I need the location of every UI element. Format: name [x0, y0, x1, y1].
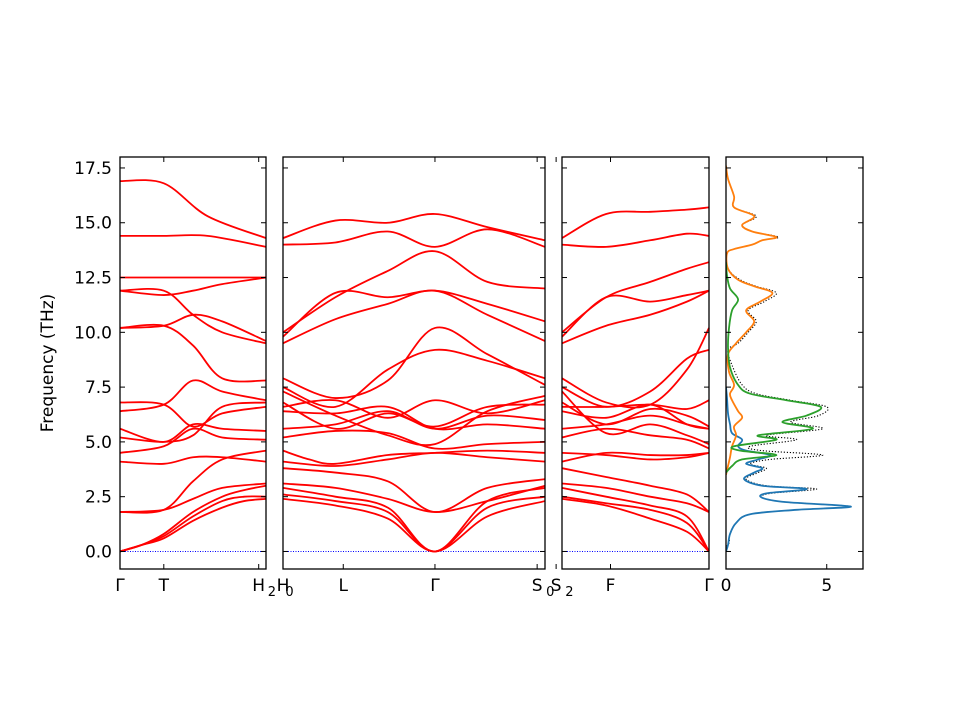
phonon-band-line [119, 482, 267, 513]
phonon-band-line [561, 327, 710, 409]
phonon-band-line [282, 228, 546, 248]
x-tick-label: H [277, 576, 290, 596]
phonon-band-line [561, 414, 710, 430]
phonon-band-line [119, 323, 267, 383]
phonon-band-line [119, 455, 267, 465]
phonon-band-line [282, 399, 546, 419]
x-tick-label: Γ [430, 576, 440, 596]
x-tick-label: L [339, 576, 349, 596]
phonon-band-line [119, 495, 267, 553]
y-tick-label: 7.5 [85, 378, 112, 398]
panel-frame [282, 156, 546, 570]
x-tick-subscript: 2 [268, 585, 276, 600]
band-panel-2: H0 L Γ S 0 [277, 156, 554, 600]
x-tick-label: Γ [704, 576, 714, 596]
y-tick-label: 17.5 [74, 159, 112, 179]
x-tick-label: S [532, 576, 543, 596]
phonon-band-line [282, 326, 546, 399]
phonon-band-line [282, 250, 546, 334]
dos-x-tick-label: 0 [721, 576, 732, 596]
dos-partial-curve [726, 387, 852, 552]
dos-total-curve [726, 165, 852, 548]
x-tick-subscript: 0 [285, 585, 293, 600]
phonon-band-line [561, 206, 710, 239]
y-tick-label: 0.0 [85, 542, 112, 562]
phonon-band-line [282, 390, 546, 446]
phonon-band-line [561, 451, 710, 461]
phonon-band-line [119, 179, 267, 239]
phonon-band-line [282, 497, 546, 553]
phonon-band-line [282, 493, 546, 553]
phonon-band-line [561, 487, 710, 552]
phonon-band-line [119, 484, 267, 553]
y-tick-label: 10.0 [74, 323, 112, 343]
phonon-band-line [561, 390, 710, 445]
y-tick-label: 15.0 [74, 214, 112, 234]
phonon-band-line [119, 427, 267, 454]
phonon-band-line [282, 451, 546, 467]
phonon-band-line [119, 449, 267, 514]
phonon-band-line [282, 449, 546, 465]
phonon-band-line [561, 401, 710, 428]
phonon-band-line [119, 276, 267, 296]
x-tick-label: H [252, 576, 265, 596]
band-panels: 0.02.55.07.510.012.515.017.5Γ T H 2 H0 L Γ S 0S 2… [74, 156, 714, 600]
dos-frame [725, 156, 864, 570]
dos-partial-curve [726, 262, 823, 474]
y-tick-label: 2.5 [85, 488, 112, 508]
phonon-band-line [561, 467, 710, 513]
y-axis-label: Frequency (THz) [38, 294, 58, 433]
phonon-band-line [119, 497, 267, 553]
phonon-band-line [119, 401, 267, 443]
phonon-band-line [282, 401, 546, 430]
x-tick-label: Γ [115, 576, 125, 596]
phonon-band-line [282, 487, 546, 553]
band-panel-1: 0.0 2.5 5.0 7.5 10.0 12.5 15.0 17.5 Γ T H 2 [74, 156, 276, 600]
phonon-band-line [561, 497, 710, 553]
phonon-band-line [282, 467, 546, 513]
phonon-band-line [119, 422, 267, 443]
phonon-band-line [282, 429, 546, 450]
x-tick-label: F [606, 576, 616, 596]
phonon-band-line [561, 261, 710, 334]
phonon-band-line [119, 234, 267, 248]
phonon-band-line [561, 232, 710, 248]
phonon-band-line [282, 348, 546, 408]
x-tick-label: T [158, 576, 170, 596]
phonon-band-line [119, 401, 267, 428]
phonon-band-line [119, 313, 267, 342]
phonon-band-line [561, 482, 710, 513]
dos-partial-curve [726, 165, 778, 475]
phonon-band-line [282, 289, 546, 345]
y-tick-label: 12.5 [74, 269, 112, 289]
phonon-band-line [282, 213, 546, 242]
panel-frame [119, 156, 267, 570]
phonon-band-line [561, 348, 710, 408]
phonon-band-line [561, 427, 710, 450]
phonon-band-line [282, 289, 546, 338]
y-tick-label: 5.0 [85, 433, 112, 453]
panel-frame [561, 156, 710, 570]
phonon-band-line [282, 482, 546, 513]
dos-curves [726, 165, 852, 552]
phonon-band-line [561, 495, 710, 553]
x-tick-label: S [551, 576, 562, 596]
phonon-band-line [119, 379, 267, 413]
x-tick-subscript: 2 [565, 585, 573, 600]
phonon-band-line [561, 289, 710, 345]
dos-x-tick-label: 5 [821, 576, 832, 596]
x-tick-subscript: 0 [546, 585, 554, 600]
phonon-band-line [119, 288, 267, 345]
